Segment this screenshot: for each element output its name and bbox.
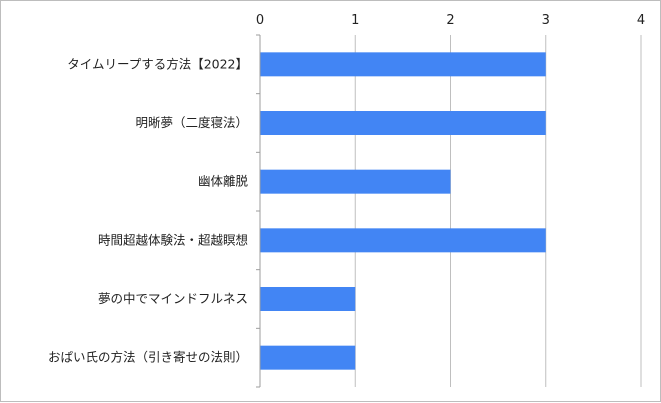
category-label: おぱい氏の方法（引き寄せの法則） bbox=[48, 350, 248, 365]
bar bbox=[260, 52, 546, 77]
x-tick-label: 0 bbox=[256, 13, 264, 28]
category-label: 明晰夢（二度寝法） bbox=[135, 115, 248, 130]
x-tick-label: 1 bbox=[351, 13, 359, 28]
category-label: 幽体離脱 bbox=[198, 174, 249, 189]
bar bbox=[260, 287, 356, 311]
bar bbox=[260, 169, 451, 194]
category-label: 夢の中でマインドフルネス bbox=[98, 291, 248, 306]
x-tick-label: 3 bbox=[542, 13, 550, 28]
bar bbox=[260, 228, 546, 253]
x-tick-label: 2 bbox=[446, 13, 454, 28]
category-label: 時間超越体験法・超越瞑想 bbox=[98, 232, 248, 247]
bar bbox=[260, 111, 546, 135]
category-label: タイムリープする方法【2022】 bbox=[67, 56, 248, 71]
bar bbox=[260, 345, 356, 370]
x-tick-label: 4 bbox=[637, 13, 645, 28]
